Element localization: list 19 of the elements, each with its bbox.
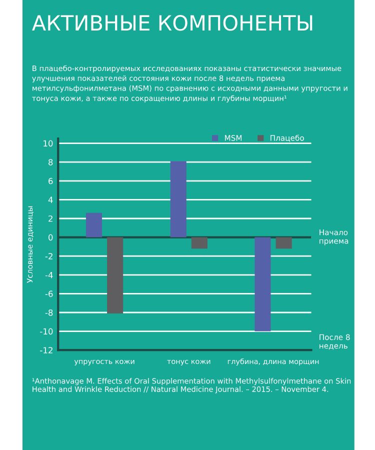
y-tick-label: -12 [40,347,52,354]
y-tick-label: -2 [45,253,52,260]
y-tick-label: 10 [44,140,53,147]
y-tick-label: -4 [45,272,53,278]
y-tick-label: 8 [48,159,53,166]
y-tick-label: -8 [45,309,53,316]
bar [86,212,102,238]
y-tick-label: -10 [40,328,53,335]
chart-title: АКТИВНЫЕ КОМПОНЕНТЫ [32,15,312,31]
y-tick-label: 6 [48,178,53,184]
bar [191,237,208,249]
y-tick-label: 4 [48,196,53,203]
bar [276,237,292,249]
bar [254,237,271,332]
bar [107,237,124,314]
y-tick-label: 2 [48,215,52,222]
y-tick-label: 0 [48,234,53,241]
bar [170,161,186,238]
y-tick-label: -6 [45,290,53,297]
